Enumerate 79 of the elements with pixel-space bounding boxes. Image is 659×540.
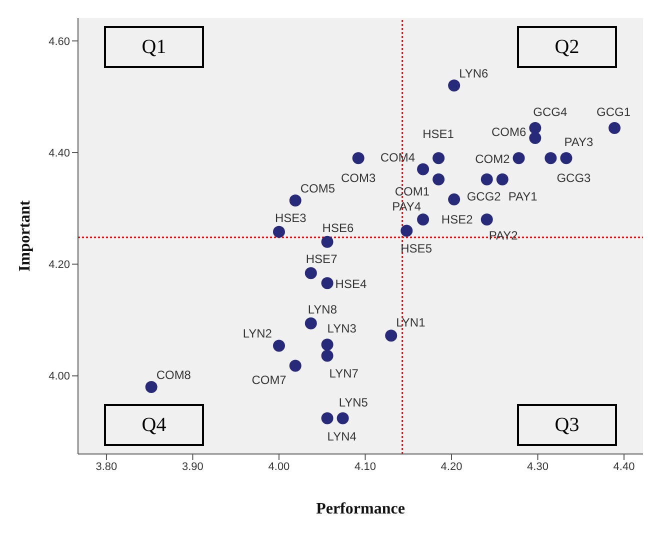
y-tick-label: 4.60	[48, 36, 70, 48]
x-tick-label: 4.20	[440, 460, 462, 473]
point	[321, 412, 334, 424]
annotation: HSE4	[335, 277, 367, 292]
annotation: LYN3	[327, 322, 357, 336]
annotation: LYN2	[242, 326, 272, 341]
point	[496, 173, 508, 186]
point	[400, 224, 413, 237]
point	[385, 330, 398, 342]
y-tick-label: 4.00	[48, 370, 70, 383]
y-tick-label: 4.40	[48, 147, 70, 160]
annotation: COM4	[380, 150, 416, 164]
annotation: HSE1	[422, 127, 454, 142]
point	[417, 163, 430, 176]
x-tick-label: 4.40	[613, 460, 635, 473]
point	[480, 173, 493, 186]
text-box: Q4	[104, 404, 204, 446]
point	[544, 152, 557, 164]
annotation: PAY2	[488, 228, 518, 243]
annotation: GCG3	[556, 171, 592, 186]
point	[529, 132, 542, 144]
point	[336, 412, 349, 424]
point	[321, 236, 334, 248]
point	[608, 122, 621, 134]
y-axis-title: Important	[16, 200, 34, 272]
point	[145, 381, 158, 394]
point	[448, 80, 460, 92]
annotation: COM7	[252, 372, 287, 387]
annotation: PAY4	[392, 200, 422, 214]
point	[560, 152, 572, 164]
annotation: PAY3	[564, 135, 594, 150]
annotation: HSE7	[306, 252, 338, 266]
point	[321, 277, 334, 290]
point	[512, 152, 525, 164]
annotation: COM1	[394, 184, 430, 198]
text-box: Q1	[104, 26, 204, 68]
point	[352, 152, 364, 164]
point	[529, 122, 542, 134]
point	[304, 267, 317, 280]
y-tick-label: 4.20	[48, 259, 70, 272]
annotation: COM8	[156, 368, 192, 382]
annotation: HSE3	[274, 210, 307, 225]
point	[417, 214, 430, 226]
annotation: HSE6	[322, 220, 354, 235]
point	[321, 350, 334, 362]
x-tick-label: 4.00	[268, 460, 290, 473]
point	[289, 360, 302, 372]
annotation: LYN5	[338, 395, 368, 410]
x-tick-label: 3.90	[182, 460, 204, 473]
x-tick-label: 4.30	[527, 460, 548, 473]
point	[304, 317, 317, 330]
annotation: COM3	[341, 171, 376, 186]
annotation: GCG1	[596, 104, 631, 119]
x-axis-title: Performance	[316, 500, 405, 518]
annotation: PAY1	[508, 189, 538, 204]
point	[321, 338, 334, 351]
point	[272, 226, 285, 238]
annotation: GCG2	[466, 189, 502, 204]
annotation: GCG4	[533, 104, 568, 119]
annotation: LYN6	[459, 66, 489, 81]
text-box: Q3	[517, 404, 617, 446]
point	[480, 214, 493, 226]
point	[432, 173, 445, 186]
point	[432, 152, 445, 164]
annotation: COM2	[475, 152, 510, 166]
annotation: COM6	[492, 125, 526, 140]
annotation: LYN7	[329, 366, 359, 381]
point	[448, 193, 460, 206]
x-tick-label: 3.80	[96, 460, 118, 473]
x-tick-label: 4.10	[354, 460, 376, 473]
point	[289, 194, 302, 207]
text-box: Q2	[517, 26, 617, 68]
annotation: COM5	[300, 182, 336, 196]
annotation: LYN4	[327, 429, 357, 444]
point	[272, 340, 285, 352]
annotation: LYN1	[396, 316, 426, 330]
annotation: HSE2	[441, 212, 474, 226]
annotation: HSE5	[400, 242, 432, 256]
annotation: LYN8	[308, 302, 338, 316]
